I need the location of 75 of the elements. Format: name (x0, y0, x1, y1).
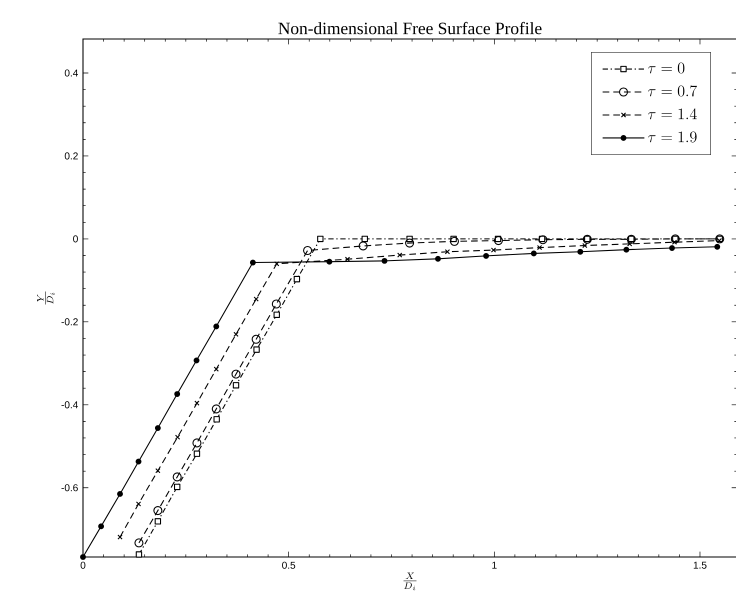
point (154, 425, 161, 431)
y-tick-label: 0.4 (64, 69, 78, 77)
point (98, 523, 104, 530)
point (362, 236, 368, 242)
point (490, 247, 496, 253)
y-axis-title: $\frac{Y}{D_i}$ (37, 292, 55, 304)
point (382, 258, 388, 264)
point (174, 434, 180, 440)
x-tick-label: 1.5 (694, 562, 707, 569)
point (274, 261, 280, 266)
point (294, 276, 300, 282)
point (577, 248, 584, 255)
point (134, 538, 144, 548)
point (536, 244, 542, 250)
point (253, 346, 260, 353)
point (274, 312, 280, 318)
point (214, 366, 219, 372)
legend-label: $\tau = 0$ (648, 62, 684, 74)
point (672, 240, 678, 245)
point (194, 450, 200, 457)
point (136, 458, 142, 465)
point (117, 534, 123, 540)
point (494, 236, 503, 246)
legend-label: $\tau = 1.4$ (648, 108, 697, 120)
point (233, 332, 239, 337)
y-tick-label: -0.2 (61, 318, 78, 326)
point (155, 468, 160, 474)
legend-label: $\tau = 1.9$ (648, 131, 697, 142)
x-tick-label: 0.5 (282, 562, 296, 569)
point (154, 518, 162, 525)
point (405, 238, 414, 248)
point (326, 258, 332, 265)
point (669, 245, 675, 251)
point (272, 299, 281, 309)
point (358, 241, 368, 250)
point (254, 296, 259, 302)
point (450, 236, 459, 246)
point (117, 491, 123, 497)
legend-label: $\tau = 0.7$ (648, 85, 698, 96)
point (231, 370, 241, 379)
y-tick-label: 0.2 (64, 152, 78, 160)
chart-title: Non-dimensional Free Surface Profile (278, 22, 542, 34)
y-tick-label: -0.6 (61, 484, 78, 492)
point (623, 246, 630, 253)
point (213, 416, 220, 423)
point (212, 404, 221, 414)
y-tick-label: -0.4 (61, 401, 78, 408)
y-tick-label: 0 (73, 235, 78, 242)
point (174, 484, 180, 490)
point (444, 249, 450, 254)
point (232, 382, 240, 389)
point (174, 391, 180, 397)
point (136, 501, 142, 507)
point (397, 252, 402, 258)
point (136, 551, 142, 558)
point (483, 252, 490, 259)
x-axis-title: $\frac{X}{D_i}$ (404, 572, 416, 590)
point (582, 242, 588, 248)
point (250, 260, 256, 266)
point (80, 554, 86, 560)
point (252, 334, 261, 344)
point (714, 244, 720, 250)
point (317, 236, 324, 242)
point (194, 357, 200, 364)
point (627, 241, 632, 246)
point (153, 506, 162, 516)
x-tick-label: 1 (492, 562, 497, 569)
point (530, 250, 537, 256)
point (194, 400, 200, 406)
point (172, 472, 182, 482)
x-tick-label: 0 (80, 562, 86, 569)
point (303, 246, 312, 256)
point (213, 323, 220, 330)
point (435, 256, 441, 262)
point (192, 438, 202, 448)
